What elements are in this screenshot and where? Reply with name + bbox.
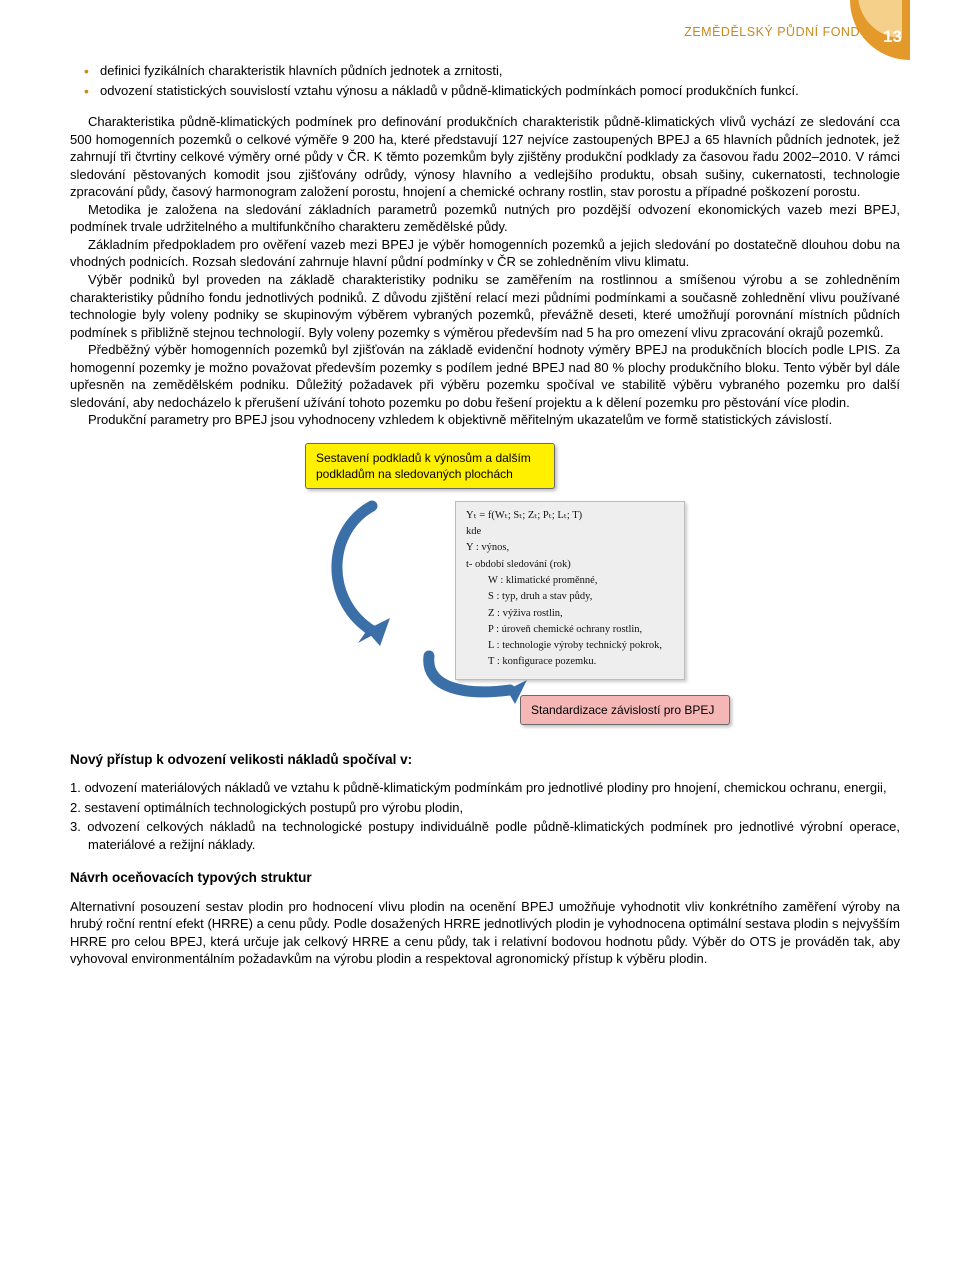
subheading-approach: Nový přístup k odvození velikosti náklad… <box>70 751 900 769</box>
page: ZEMĚDĚLSKÝ PŮDNÍ FOND 13 definici fyziká… <box>0 0 960 1008</box>
formula-line: Z : výživa rostlin, <box>466 606 674 622</box>
list-item: 2. sestavení optimálních technologických… <box>70 799 900 817</box>
formula-line: t- období sledování (rok) <box>466 557 674 573</box>
formula-text: Yₜ = f(Wₜ; Sₜ; Zₜ; Pₜ; Lₜ; T) <box>466 508 674 524</box>
list-item: 3. odvození celkových nákladů na technol… <box>70 818 900 853</box>
diagram-box-output: Standardizace závislostí pro BPEJ <box>520 695 730 725</box>
list-item: odvození statistických souvislostí vztah… <box>100 82 900 100</box>
numbered-list: 1. odvození materiálových nákladů ve vzt… <box>70 779 900 853</box>
formula-line: P : úroveň chemické ochrany rostlin, <box>466 622 674 638</box>
paragraph: Předběžný výběr homogenních pozemků byl … <box>70 341 900 411</box>
subheading-structures: Návrh oceňovacích typových struktur <box>70 869 900 887</box>
body-text-block: Charakteristika půdně-klimatických podmí… <box>70 113 900 429</box>
page-header: ZEMĚDĚLSKÝ PŮDNÍ FOND 13 <box>70 10 900 62</box>
list-item: 1. odvození materiálových nákladů ve vzt… <box>70 779 900 797</box>
formula-line: W : klimatické proměnné, <box>466 573 674 589</box>
curved-arrow-icon <box>415 648 535 708</box>
formula-line: Y : výnos, <box>466 540 674 556</box>
curved-arrow-icon <box>310 498 450 648</box>
paragraph: Produkční parametry pro BPEJ jsou vyhodn… <box>70 411 900 429</box>
paragraph: Výběr podniků byl proveden na základě ch… <box>70 271 900 341</box>
formula-line: S : typ, druh a stav půdy, <box>466 589 674 605</box>
page-number: 13 <box>883 26 902 49</box>
list-item: definici fyzikálních charakteristik hlav… <box>100 62 900 80</box>
closing-paragraph: Alternativní posouzení sestav plodin pro… <box>70 898 900 968</box>
formula-label: kde <box>466 524 674 540</box>
paragraph: Charakteristika půdně-klimatických podmí… <box>70 113 900 201</box>
flow-diagram: Sestavení podkladů k výnosům a dalším po… <box>215 443 755 733</box>
diagram-box-inputs: Sestavení podkladů k výnosům a dalším po… <box>305 443 555 489</box>
paragraph: Metodika je založena na sledování základ… <box>70 201 900 236</box>
paragraph: Základním předpokladem pro ověření vazeb… <box>70 236 900 271</box>
section-title: ZEMĚDĚLSKÝ PŮDNÍ FOND <box>684 24 860 41</box>
intro-bullet-list: definici fyzikálních charakteristik hlav… <box>70 62 900 99</box>
